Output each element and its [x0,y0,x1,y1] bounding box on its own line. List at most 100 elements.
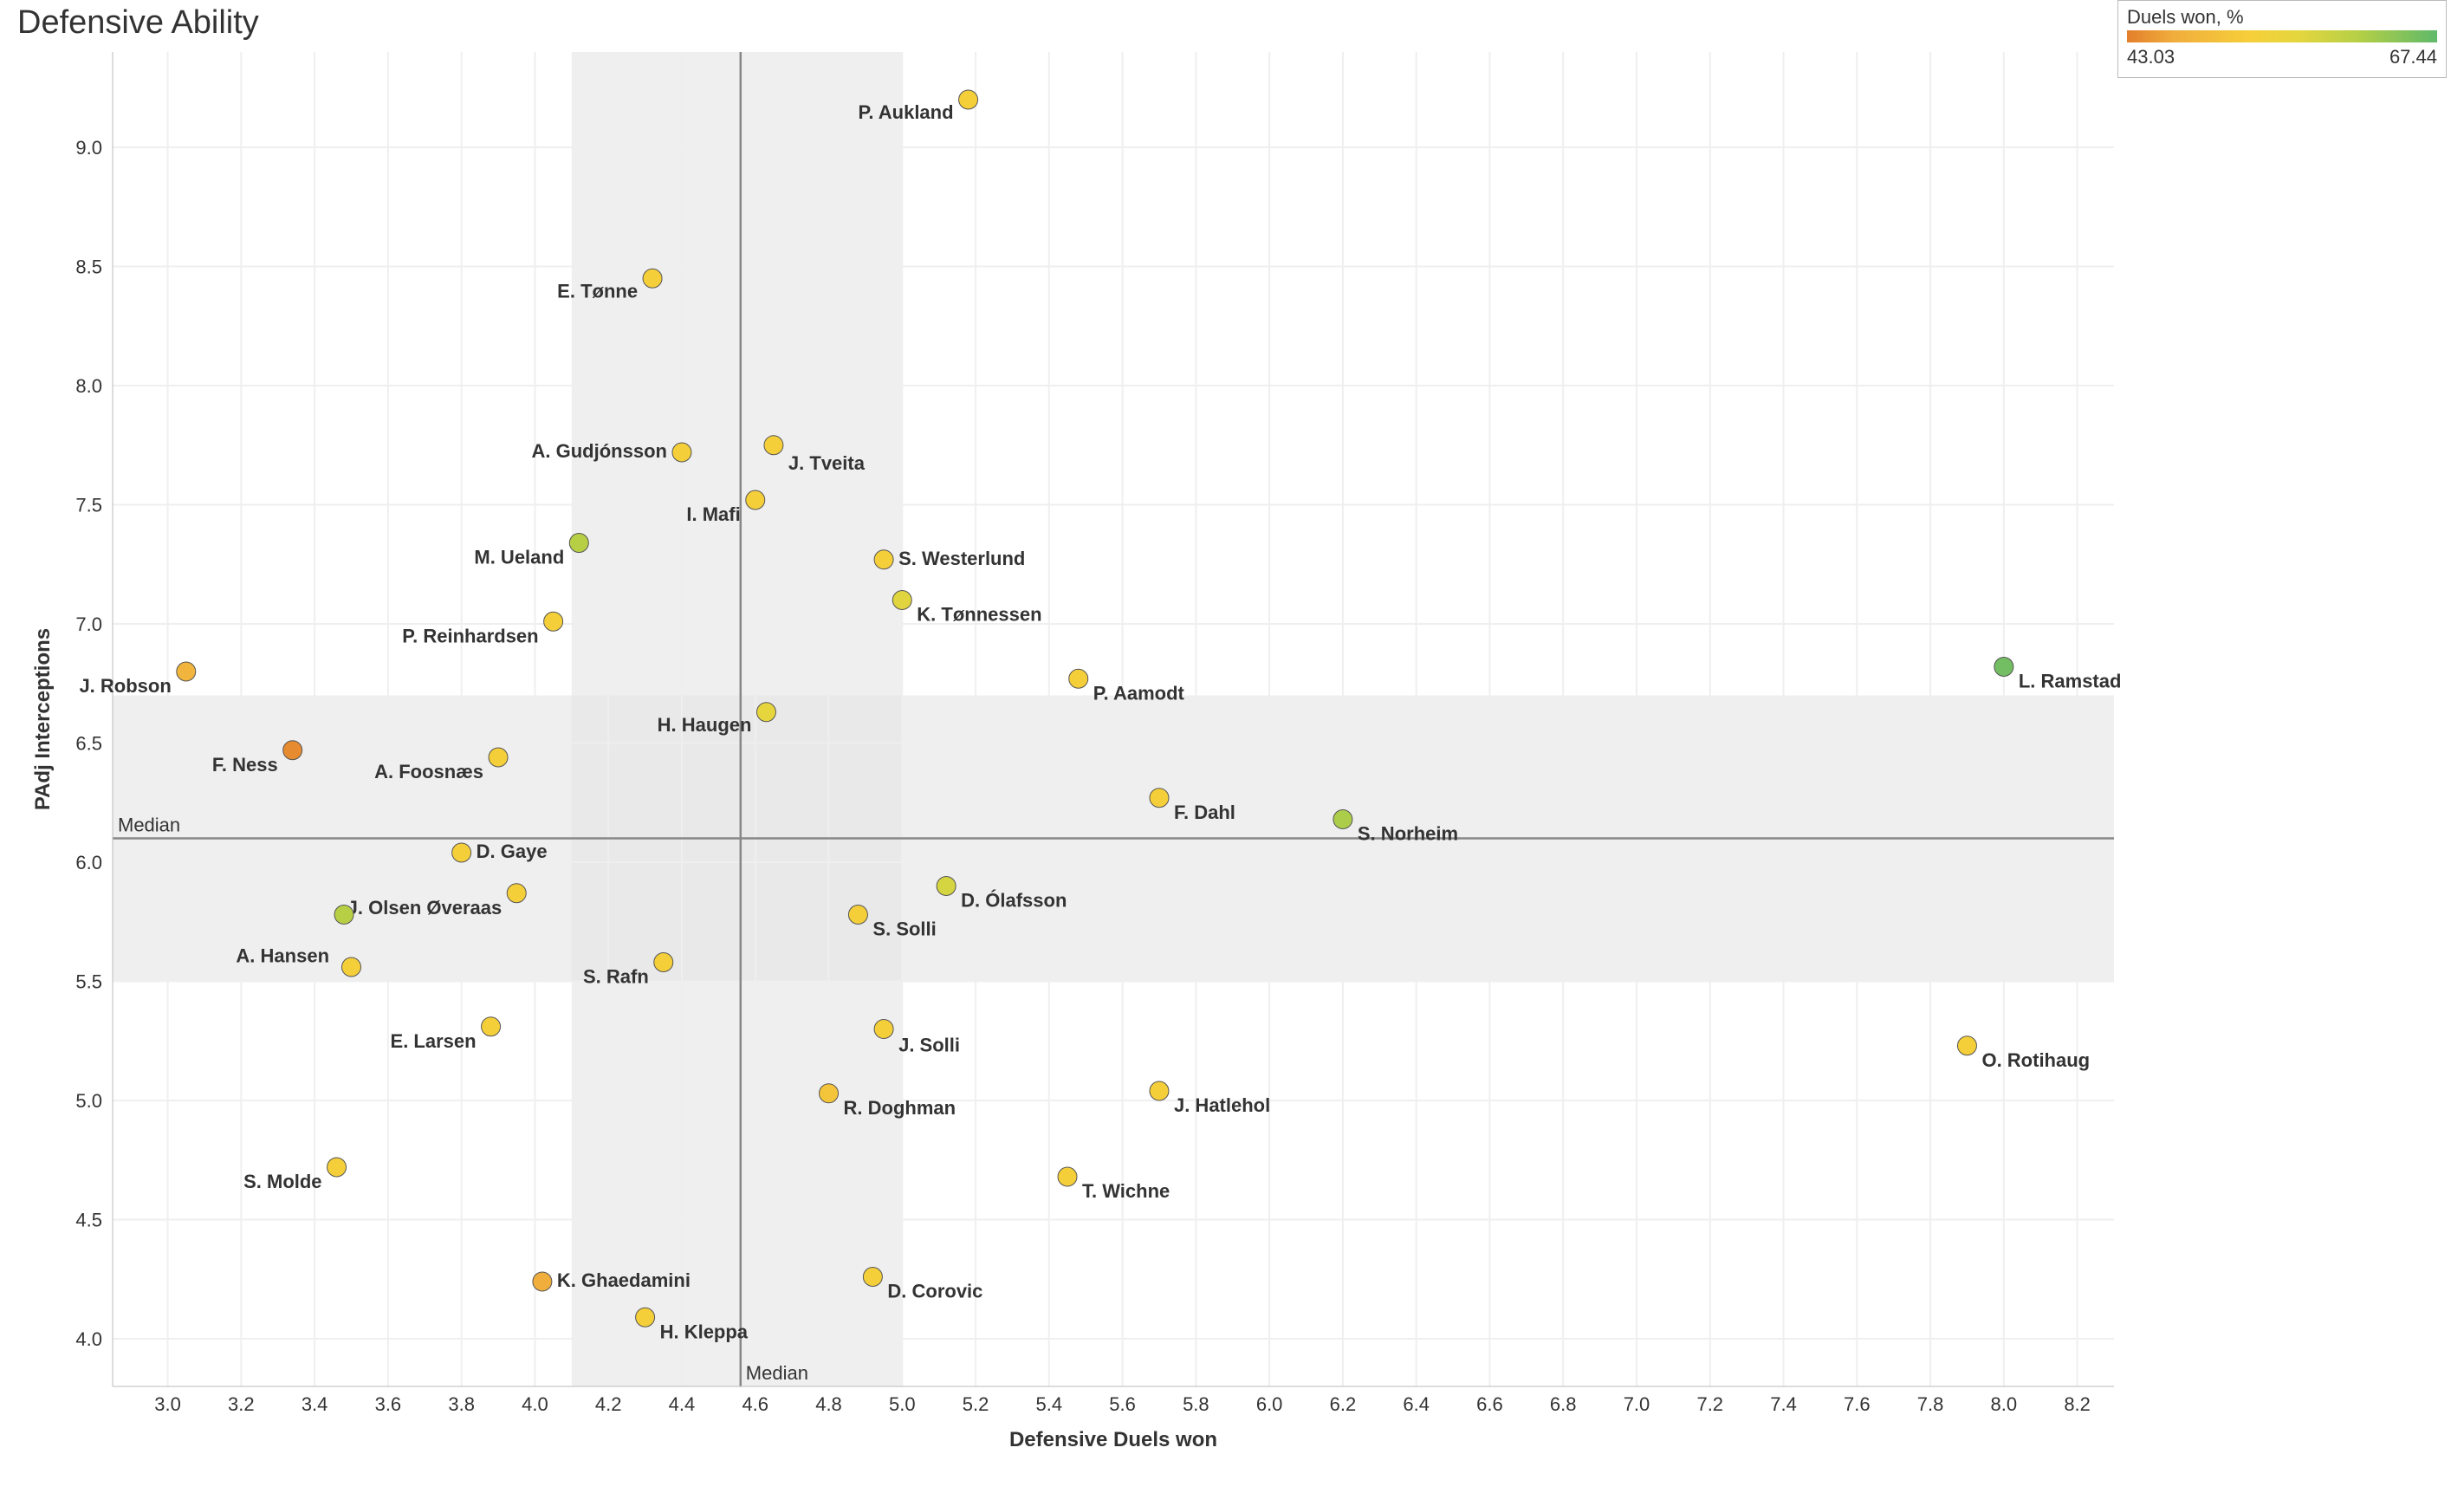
y-tick-label: 7.0 [75,613,102,635]
color-legend: Duels won, % 43.03 67.44 [2117,0,2447,78]
data-point[interactable] [636,1308,655,1327]
y-tick-label: 9.0 [75,137,102,159]
x-tick-label: 6.2 [1330,1393,1357,1415]
data-point-label: S. Molde [243,1171,321,1192]
data-point[interactable] [533,1272,552,1291]
data-point-label: J. Solli [898,1035,960,1056]
y-median-label: Median [118,815,180,836]
x-tick-label: 3.8 [448,1393,475,1415]
x-tick-label: 3.0 [154,1393,181,1415]
data-point[interactable] [764,436,783,455]
data-point-label: S. Rafn [583,966,649,988]
data-point[interactable] [1150,789,1169,808]
data-point[interactable] [1058,1167,1077,1186]
data-point-label: K. Tønnessen [917,604,1041,626]
x-tick-label: 6.8 [1550,1393,1577,1415]
x-tick-label: 5.0 [889,1393,916,1415]
data-point[interactable] [334,906,353,925]
y-axis-title: PAdj Interceptions [31,628,55,810]
x-tick-label: 5.4 [1036,1393,1063,1415]
data-point-label: H. Haugen [658,714,752,736]
data-point-label: D. Corovic [887,1281,982,1302]
data-point-label: D. Gaye [477,841,548,862]
x-median-label: Median [746,1362,808,1384]
data-point-label: S. Norheim [1358,823,1458,845]
data-point-label: R. Doghman [844,1097,956,1119]
data-point-label: F. Ness [212,754,278,776]
data-point[interactable] [1994,658,2013,677]
data-point-label: K. Ghaedamini [557,1269,691,1291]
y-tick-label: 8.0 [75,375,102,397]
data-point-label: J. Olsen Øveraas [347,897,503,919]
y-tick-label: 5.5 [75,971,102,993]
data-point[interactable] [489,748,508,767]
x-tick-label: 7.6 [1844,1393,1871,1415]
x-tick-label: 3.2 [228,1393,255,1415]
data-point-label: M. Ueland [474,547,564,568]
x-tick-label: 7.2 [1696,1393,1723,1415]
data-point[interactable] [327,1158,347,1177]
y-tick-label: 6.5 [75,733,102,755]
x-tick-label: 5.6 [1109,1393,1136,1415]
x-tick-label: 8.2 [2064,1393,2091,1415]
y-tick-label: 5.0 [75,1090,102,1112]
data-point[interactable] [1069,669,1088,688]
legend-title: Duels won, % [2127,6,2437,29]
data-point-label: O. Rotihaug [1981,1049,2090,1071]
data-point[interactable] [482,1017,501,1036]
x-tick-label: 4.4 [669,1393,696,1415]
data-point[interactable] [892,591,911,610]
x-tick-label: 7.8 [1917,1393,1944,1415]
data-point[interactable] [177,662,196,681]
x-tick-label: 3.6 [375,1393,402,1415]
x-tick-label: 6.6 [1476,1393,1503,1415]
data-point[interactable] [1150,1081,1169,1100]
data-point[interactable] [746,490,765,510]
data-point[interactable] [863,1268,882,1287]
data-point-label: A. Hansen [236,945,329,967]
data-point[interactable] [874,550,893,569]
data-point[interactable] [820,1084,839,1103]
data-point-label: E. Tønne [557,280,638,302]
scatter-plot: 3.03.23.43.63.84.04.24.44.64.85.05.25.45… [113,52,2114,1386]
data-point-label: L. Ramstad [2019,671,2122,692]
data-point-label: J. Robson [79,675,171,697]
x-tick-label: 8.0 [1991,1393,2018,1415]
data-point-label: I. Mafi [686,503,740,525]
x-tick-label: 3.4 [302,1393,328,1415]
data-point-label: A. Gudjónsson [532,440,667,462]
data-point-label: F. Dahl [1174,802,1235,823]
data-point[interactable] [342,957,361,977]
data-point[interactable] [654,953,673,972]
data-point[interactable] [569,534,588,553]
x-axis-title: Defensive Duels won [1009,1428,1217,1452]
x-tick-label: 6.4 [1403,1393,1430,1415]
data-point-label: D. Ólafsson [961,890,1067,912]
data-point-label: S. Westerlund [898,548,1025,569]
data-point[interactable] [1957,1036,1976,1055]
data-point[interactable] [937,877,956,896]
data-point[interactable] [1333,810,1352,829]
x-tick-label: 5.8 [1183,1393,1209,1415]
data-point[interactable] [452,843,471,862]
data-point-label: J. Tveita [788,452,866,474]
y-tick-label: 6.0 [75,852,102,873]
data-point-label: H. Kleppa [660,1321,749,1342]
data-point[interactable] [643,269,662,288]
data-point[interactable] [672,443,691,462]
data-point-label: S. Solli [872,919,936,940]
data-point[interactable] [544,612,563,631]
legend-gradient-bar [2127,30,2437,42]
data-point[interactable] [874,1020,893,1039]
y-tick-label: 4.5 [75,1210,102,1231]
data-point[interactable] [283,741,302,760]
y-tick-label: 8.5 [75,256,102,278]
x-tick-label: 6.0 [1256,1393,1283,1415]
data-point-label: T. Wichne [1082,1180,1170,1202]
data-point[interactable] [848,906,867,925]
data-point-label: J. Hatlehol [1174,1094,1270,1116]
y-tick-label: 7.5 [75,495,102,516]
data-point[interactable] [756,703,775,722]
data-point[interactable] [959,90,978,109]
data-point[interactable] [507,884,526,903]
